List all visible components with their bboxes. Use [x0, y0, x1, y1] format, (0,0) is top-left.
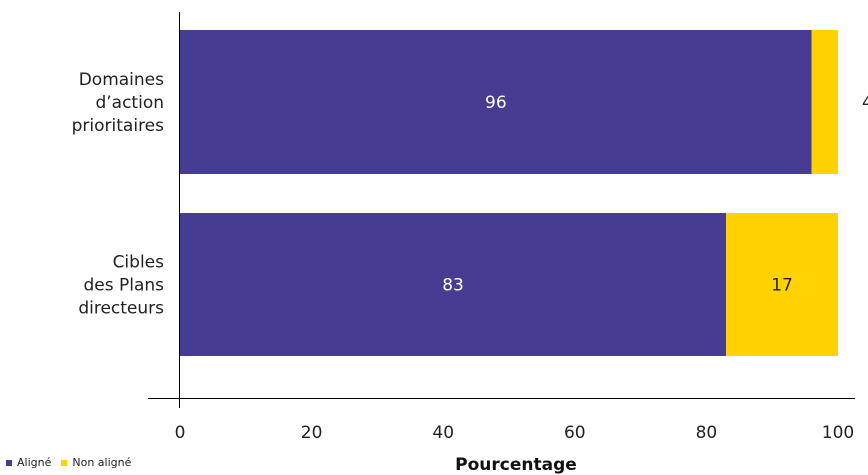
category-label-1: Domaines d’action prioritaires	[72, 70, 164, 136]
legend-label-non-aligne: Non aligné	[72, 456, 132, 469]
legend-item-aligne: Aligné	[6, 456, 51, 469]
x-tick-labels: 0 20 40 60 80 100	[175, 423, 855, 443]
x-tick-20: 20	[301, 423, 323, 443]
legend-swatch-non-aligne	[61, 459, 68, 466]
category-label-2: Cibles des Plans directeurs	[78, 253, 164, 319]
x-tick-100: 100	[822, 423, 854, 443]
data-label-aligne-2: 83	[442, 276, 464, 296]
bar-aligne-2	[180, 213, 727, 356]
bar-non-aligne-1	[811, 30, 838, 174]
legend-label-aligne: Aligné	[17, 456, 52, 469]
data-label-aligne-1: 96	[485, 93, 507, 113]
legend-swatch-aligne	[6, 459, 12, 466]
data-label-non-aligne-1: 4	[862, 93, 868, 113]
legend-item-non-aligne: Non aligné	[61, 456, 131, 469]
bar-aligne-1	[180, 30, 812, 174]
data-labels-layer: 96 4 83 17	[442, 93, 868, 296]
category-labels: Domaines d’action prioritaires Cibles des Pl…	[72, 70, 164, 319]
x-tick-40: 40	[432, 423, 454, 443]
x-axis-title: Pourcentage	[455, 455, 577, 475]
bars-layer	[180, 30, 838, 356]
x-tick-0: 0	[175, 423, 186, 443]
bar-non-aligne-2	[726, 213, 838, 356]
x-tick-80: 80	[696, 423, 718, 443]
x-tick-60: 60	[564, 423, 586, 443]
data-label-non-aligne-2: 17	[771, 276, 793, 296]
legend: Aligné Non aligné	[6, 456, 141, 469]
